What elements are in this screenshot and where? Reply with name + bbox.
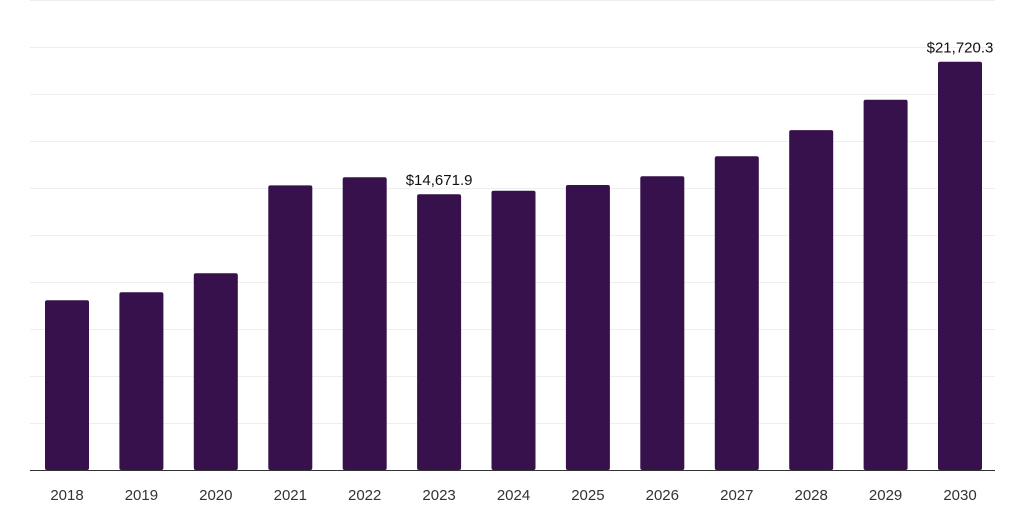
bar-2023	[417, 194, 462, 470]
bar-2021	[268, 185, 313, 470]
bar-2019	[119, 292, 164, 470]
bar-2018	[45, 300, 89, 470]
x-axis-ticks: 2018 2019 2020 2021 2022 2023 2024 2025 2026 2027…	[50, 487, 976, 504]
x-tick-label-2030: 2030	[943, 487, 976, 504]
x-tick-label-2019: 2019	[125, 487, 158, 504]
x-tick-label-2029: 2029	[869, 487, 902, 504]
bar-2022	[342, 177, 387, 471]
x-tick-label-2021: 2021	[274, 487, 307, 504]
bar-2026	[640, 176, 685, 471]
data-label-2023: $14,671.9	[406, 172, 473, 189]
data-label-2030: $21,720.3	[927, 40, 994, 57]
bar-2025	[565, 185, 610, 470]
bar-2024	[491, 190, 536, 471]
bar-2029	[863, 99, 908, 471]
bars	[45, 61, 982, 471]
x-tick-label-2025: 2025	[571, 487, 604, 504]
x-tick-label-2026: 2026	[646, 487, 679, 504]
data-labels: $14,671.9 $21,720.3	[406, 40, 994, 189]
bar-2027	[714, 156, 759, 470]
x-tick-label-2024: 2024	[497, 487, 530, 504]
bar-2020	[193, 273, 238, 470]
x-tick-label-2022: 2022	[348, 487, 381, 504]
bar-2028	[789, 130, 834, 470]
x-tick-label-2018: 2018	[50, 487, 83, 504]
x-tick-label-2020: 2020	[199, 487, 232, 504]
x-tick-label-2028: 2028	[795, 487, 828, 504]
bar-2030	[938, 61, 982, 470]
x-tick-label-2027: 2027	[720, 487, 753, 504]
x-tick-label-2023: 2023	[422, 487, 455, 504]
